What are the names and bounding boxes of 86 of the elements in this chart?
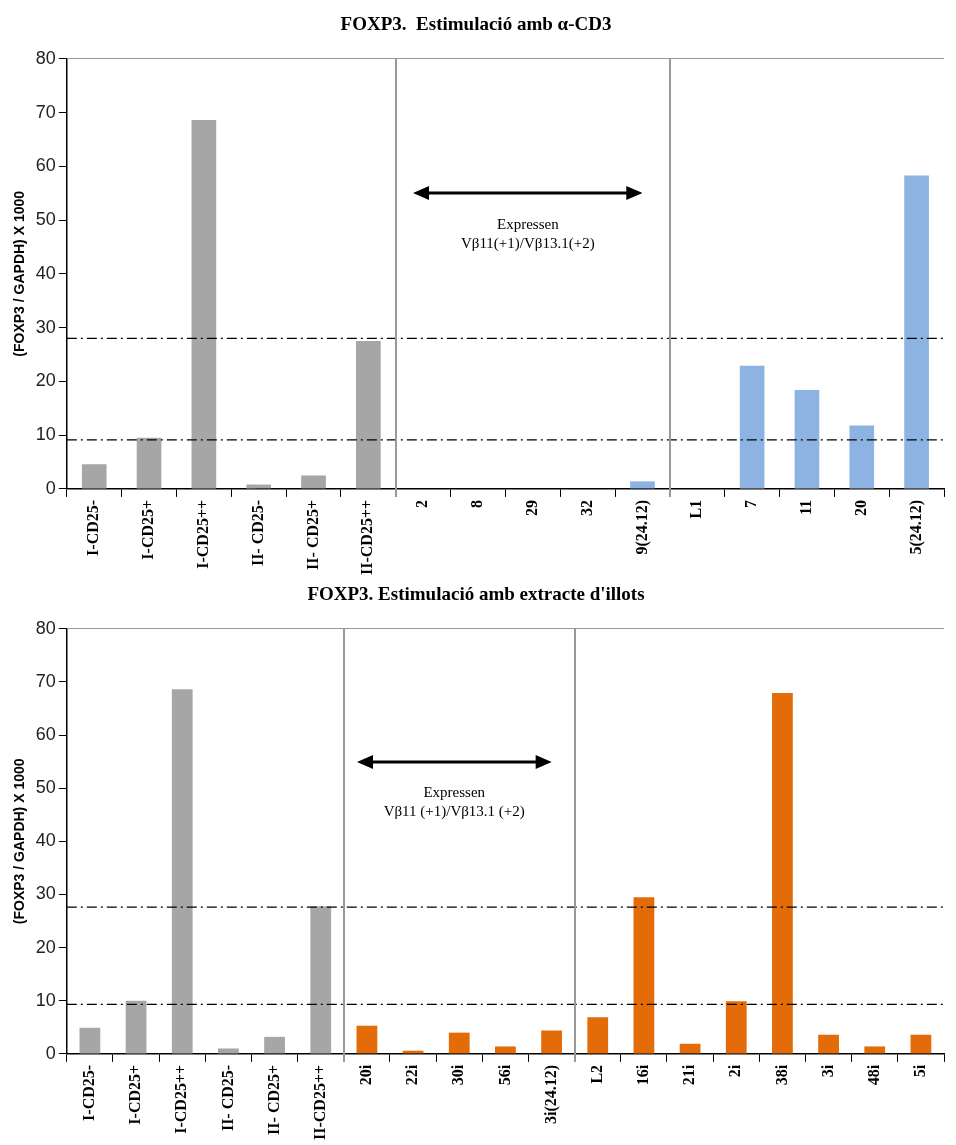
bar xyxy=(633,897,655,1054)
x-tick-label: 38i xyxy=(772,1064,790,1086)
annotation: Expressen Vβ11(+1)/Vβ13.1(+2) xyxy=(459,214,596,253)
y-tick-label: 20 xyxy=(35,936,56,957)
x-tick-label: II- CD25- xyxy=(248,499,266,567)
x-tick-label: I-CD25- xyxy=(80,1064,98,1121)
x-tick-label: 11 xyxy=(797,499,815,515)
x-tick-label: 29 xyxy=(522,499,540,516)
bar xyxy=(725,1001,747,1054)
y-tick-label: 40 xyxy=(35,262,56,283)
y-tick-label: 30 xyxy=(35,316,56,337)
y-tick-label: 0 xyxy=(45,477,56,498)
x-tick-label: 21i xyxy=(680,1064,698,1086)
y-axis-title: (FOXP3 / GAPDH) X 1000 xyxy=(11,758,28,925)
y-tick-label: 20 xyxy=(35,370,56,391)
bar xyxy=(448,1032,470,1054)
bar xyxy=(191,120,217,489)
bar xyxy=(630,481,655,489)
x-tick-label: I-CD25- xyxy=(84,499,102,556)
x-tick-label: 2 xyxy=(413,499,431,508)
x-tick-label: II-CD25++ xyxy=(310,1064,328,1140)
bar xyxy=(301,475,326,489)
x-tick-label: I-CD25++ xyxy=(194,499,212,569)
x-tick-label: 3i xyxy=(818,1064,836,1078)
bar xyxy=(679,1043,701,1054)
y-tick-label: 10 xyxy=(35,424,56,445)
bar xyxy=(310,906,332,1054)
x-tick-label: 32 xyxy=(577,499,595,516)
bar xyxy=(587,1017,609,1054)
x-tick-label: 5i xyxy=(911,1064,929,1078)
bar xyxy=(794,389,820,489)
bar xyxy=(356,341,381,489)
bar xyxy=(136,437,162,489)
x-tick-label: 7 xyxy=(742,499,760,508)
bar xyxy=(495,1046,516,1054)
x-tick-label: II- CD25+ xyxy=(303,499,321,570)
bar xyxy=(739,365,765,489)
chart-title: FOXP3. Estimulació amb extracte d'illots xyxy=(307,583,645,605)
bar xyxy=(81,464,107,489)
y-tick-label: 60 xyxy=(35,724,56,745)
y-tick-label: 30 xyxy=(35,883,56,904)
bar xyxy=(356,1025,378,1054)
y-axis-title: (FOXP3 / GAPDH) X 1000 xyxy=(11,190,28,357)
annotation: Expressen Vβ11 (+1)/Vβ13.1 (+2) xyxy=(382,782,526,821)
x-tick-label: L1 xyxy=(687,499,705,519)
chart-title: FOXP3. Estimulació amb α-CD3 xyxy=(340,13,612,35)
bar xyxy=(864,1046,886,1054)
bar xyxy=(171,689,193,1054)
x-tick-label: I-CD25+ xyxy=(126,1064,144,1125)
y-tick-label: 10 xyxy=(35,989,56,1010)
bar xyxy=(264,1036,285,1054)
x-tick-label: L2 xyxy=(587,1064,605,1084)
x-tick-label: 48i xyxy=(864,1064,882,1086)
x-tick-label: 9(24.12) xyxy=(632,499,651,555)
x-tick-label: 16i xyxy=(634,1064,652,1086)
x-tick-label: 3i(24.12) xyxy=(541,1064,560,1124)
bar xyxy=(541,1030,562,1054)
bar xyxy=(904,175,929,489)
y-tick-label: 50 xyxy=(35,209,56,230)
bar xyxy=(772,693,793,1054)
x-tick-label: II- CD25- xyxy=(218,1064,236,1132)
x-tick-label: 8 xyxy=(468,499,486,508)
y-tick-label: 0 xyxy=(45,1042,56,1063)
bar xyxy=(818,1034,839,1054)
x-tick-label: 56i xyxy=(495,1064,513,1086)
y-tick-label: 60 xyxy=(35,155,56,176)
x-tick-label: 30i xyxy=(449,1064,467,1086)
x-tick-label: II-CD25++ xyxy=(358,499,376,575)
bar xyxy=(849,425,875,489)
bar xyxy=(910,1034,932,1054)
x-tick-label: 20i xyxy=(357,1064,375,1086)
x-tick-label: 20 xyxy=(851,499,869,516)
x-tick-label: 2i xyxy=(726,1064,744,1078)
bar xyxy=(125,1000,147,1054)
y-tick-label: 70 xyxy=(35,101,56,122)
y-tick-label: 80 xyxy=(35,617,56,638)
y-tick-label: 80 xyxy=(35,47,56,68)
bar xyxy=(79,1027,101,1054)
y-tick-label: 40 xyxy=(35,830,56,851)
y-tick-label: 50 xyxy=(35,777,56,798)
x-tick-label: I-CD25++ xyxy=(172,1064,190,1134)
x-tick-label: 22i xyxy=(403,1064,421,1086)
x-tick-label: 5(24.12) xyxy=(906,499,925,555)
x-tick-label: II- CD25+ xyxy=(264,1064,282,1135)
x-tick-label: I-CD25+ xyxy=(139,499,157,560)
y-tick-label: 70 xyxy=(35,670,56,691)
